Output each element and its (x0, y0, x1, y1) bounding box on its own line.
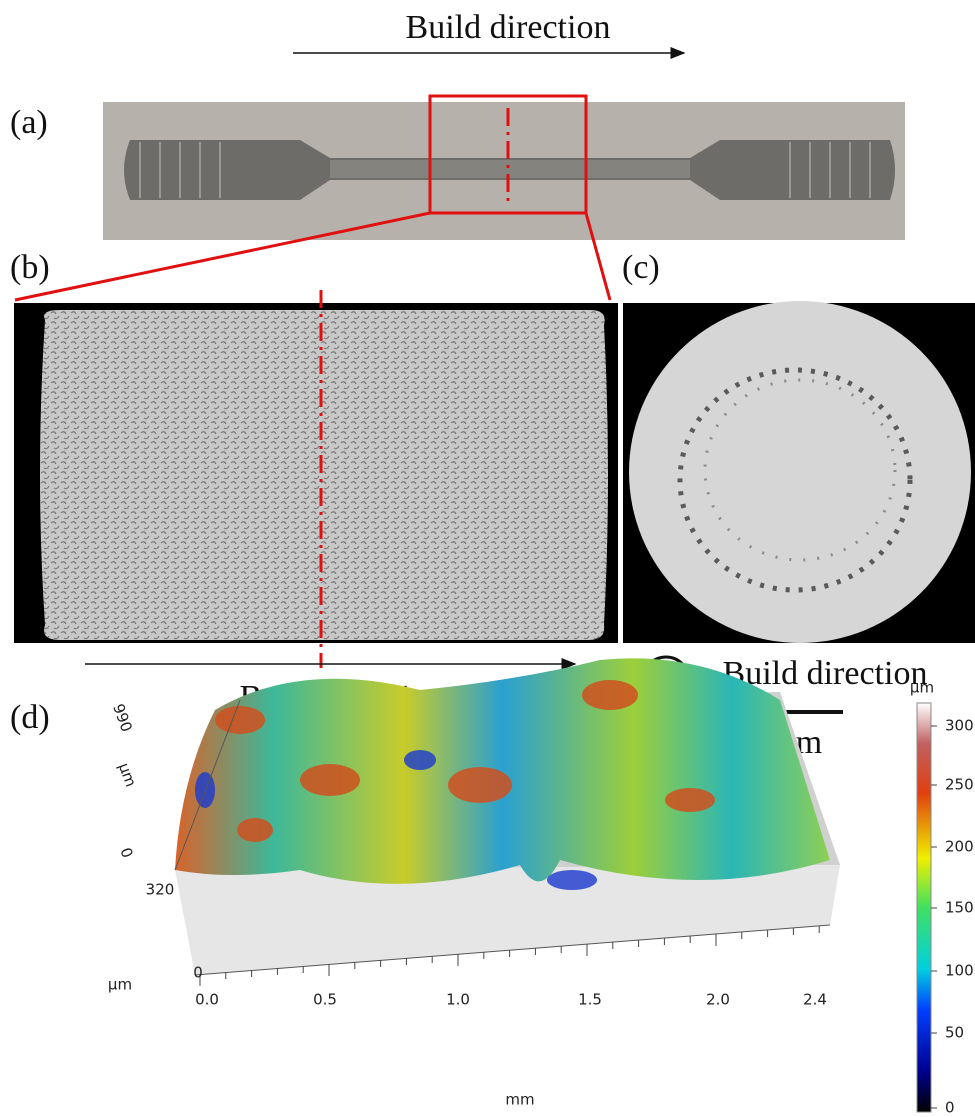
z-tick-label: 0 (193, 964, 203, 982)
x-tick-label: 0.0 (195, 991, 219, 1009)
y-tick-label: 990 (109, 701, 136, 734)
x-tick-label: 1.0 (446, 991, 470, 1009)
colorbar-tick-label: 0 (945, 1099, 955, 1117)
colorbar-tick-label: 200 (945, 838, 974, 856)
colorbar-tick-label: 250 (945, 776, 974, 794)
x-tick-label: 1.5 (578, 991, 602, 1009)
panel-label: (b) (10, 249, 50, 286)
y-axis-unit: μm (115, 760, 140, 789)
photo (14, 94, 905, 302)
panel-label: (a) (10, 104, 48, 141)
surface-plot (174, 658, 840, 986)
x-tick-label: 0.5 (313, 991, 337, 1009)
caption: Build direction (723, 655, 928, 692)
y-tick-label: 0 (116, 845, 136, 860)
panel-label: (d) (10, 699, 50, 736)
x-tick-label: 2.0 (706, 991, 730, 1009)
z-tick-label: 320 (146, 881, 175, 899)
colorbar (916, 702, 932, 1113)
colorbar-tick-label: 50 (945, 1024, 964, 1042)
x-axis-unit: mm (505, 1091, 534, 1109)
z-axis-unit: μm (108, 976, 132, 994)
panel-label: (c) (622, 249, 660, 286)
x-tick-label: 2.4 (803, 991, 827, 1009)
colorbar-tick-label: 150 (945, 899, 974, 917)
ct-section (623, 301, 975, 643)
colorbar-tick-label: 300 (945, 717, 974, 735)
colorbar-unit: μm (910, 679, 934, 697)
colorbar-tick-label: 100 (945, 962, 974, 980)
caption: Build direction (406, 9, 611, 46)
ct-surface (14, 290, 618, 668)
